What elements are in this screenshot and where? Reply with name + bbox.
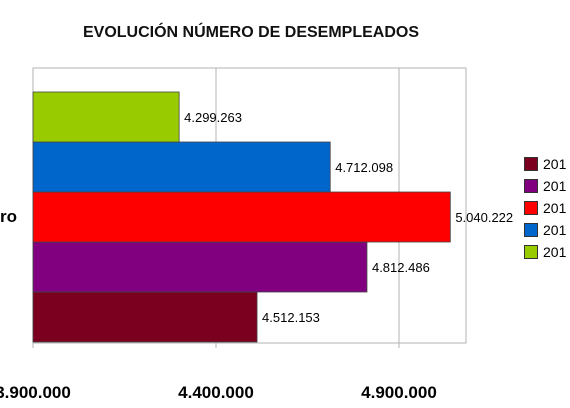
legend-swatch <box>524 200 538 215</box>
bar <box>32 191 451 243</box>
bar <box>32 141 331 193</box>
legend-swatch <box>524 178 538 193</box>
bar <box>32 91 180 143</box>
x-tick-label: 4.400.000 <box>178 383 254 402</box>
legend-item: 201 <box>524 221 566 238</box>
data-label: 4.812.486 <box>372 260 430 275</box>
legend-label: 201 <box>543 177 567 194</box>
x-tick-label: 3.900.000 <box>0 383 71 402</box>
legend-item: 201 <box>524 155 566 172</box>
legend-swatch <box>524 222 538 237</box>
legend-label: 201 <box>543 199 567 216</box>
legend-swatch <box>524 244 538 259</box>
legend-label: 201 <box>543 155 567 172</box>
legend-label: 201 <box>543 243 567 260</box>
data-label: 4.712.098 <box>335 160 393 175</box>
category-label: ro <box>0 207 17 226</box>
legend-swatch <box>524 156 538 171</box>
data-label: 4.512.153 <box>262 310 320 325</box>
data-label: 5.040.222 <box>455 210 513 225</box>
chart-title: EVOLUCIÓN NÚMERO DE DESEMPLEADOS <box>82 24 420 41</box>
x-tick-label: 4.900.000 <box>361 383 437 402</box>
bar <box>32 241 368 293</box>
legend-item: 201 <box>524 243 566 260</box>
legend-item: 201 <box>524 177 566 194</box>
legend-label: 201 <box>543 221 567 238</box>
bar <box>32 291 258 343</box>
legend: 201 201 201 201 201 <box>524 155 566 265</box>
data-label: 4.299.263 <box>184 110 242 125</box>
legend-item: 201 <box>524 199 566 216</box>
